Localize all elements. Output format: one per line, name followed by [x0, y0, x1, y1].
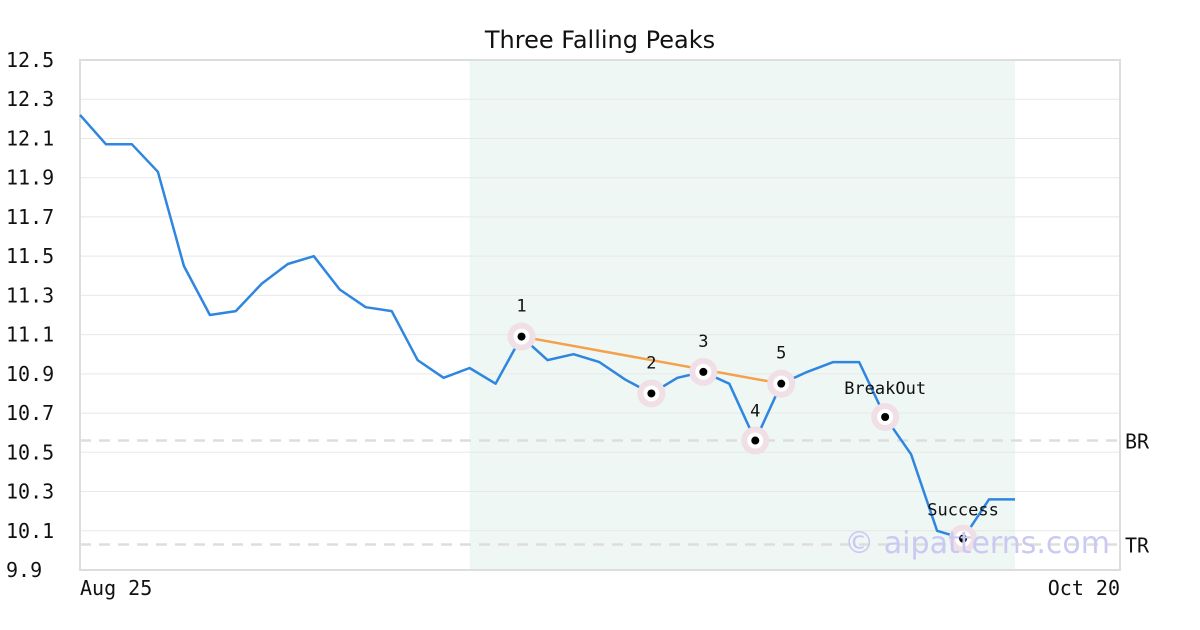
x-axis-ticks: Aug 25 Oct 20	[80, 576, 1120, 600]
point-label: 5	[776, 344, 786, 364]
y-tick-label: 10.3	[6, 480, 54, 504]
y-tick-label: 11.5	[6, 244, 54, 268]
y-axis-ticks: 12.5 12.3 12.1 11.9 11.7 11.5 11.3 11.1 10.9 10.7…	[6, 48, 54, 582]
point-label: 3	[698, 332, 708, 352]
point-marker	[959, 534, 968, 543]
point-marker	[517, 332, 526, 341]
y-tick-label: 10.1	[6, 519, 54, 543]
peak-trendline	[521, 335, 782, 385]
grid	[80, 98, 1120, 532]
point-label: 1	[516, 297, 526, 317]
y-tick-label: 12.5	[6, 48, 54, 72]
x-tick-label: Oct 20	[1048, 576, 1120, 600]
y-tick-label: 12.1	[6, 126, 54, 150]
watermark: © aipatterns.com	[844, 526, 1110, 561]
point-marker	[777, 379, 786, 388]
chart-title: Three Falling Peaks	[484, 26, 715, 54]
reference-line-label: BR	[1125, 430, 1150, 454]
y-tick-label: 10.5	[6, 440, 54, 464]
pattern-points: 1 2 3 4 5 BreakOut Success	[507, 297, 999, 553]
y-tick-label: 10.9	[6, 362, 54, 386]
y-tick-label: 11.7	[6, 205, 54, 229]
point-label: BreakOut	[844, 379, 926, 399]
plot-frame	[79, 59, 1121, 571]
y-tick-label: 11.1	[6, 323, 54, 347]
point-label: Success	[927, 501, 999, 521]
point-label: 4	[750, 402, 760, 422]
point-label: 2	[646, 353, 656, 373]
reference-lines: BR TR	[80, 430, 1150, 558]
reference-line-label: TR	[1125, 534, 1150, 558]
point-marker	[881, 413, 890, 421]
point-marker	[647, 389, 656, 398]
price-series-line	[79, 114, 1015, 540]
x-tick-label: Aug 25	[80, 576, 152, 600]
y-tick-label: 11.9	[6, 166, 54, 190]
y-tick-label: 11.3	[6, 283, 54, 307]
point-marker	[699, 367, 708, 376]
y-tick-label: 9.9	[6, 558, 42, 582]
y-tick-label: 10.7	[6, 401, 54, 425]
y-tick-label: 12.3	[6, 87, 54, 111]
pattern-region	[469, 60, 1015, 570]
point-marker	[751, 436, 760, 445]
